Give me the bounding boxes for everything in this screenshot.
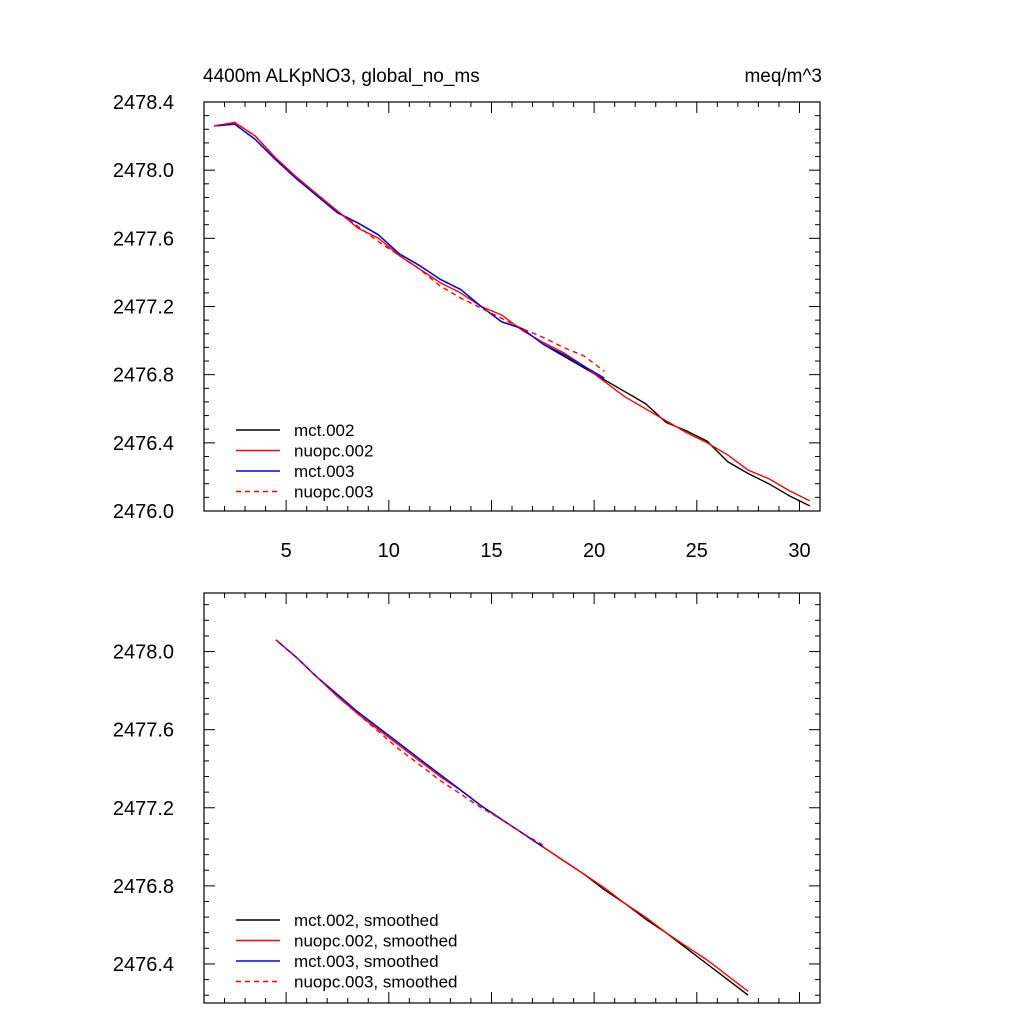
y-tick-label: 2478.4 — [113, 92, 174, 114]
series-line-nuopc-003 — [214, 121, 605, 372]
legend-label: mct.003 — [294, 462, 354, 481]
chart-title-right-units: meq/m^3 — [744, 66, 822, 87]
top-chart-frame — [203, 101, 821, 512]
series-line-nuopc-002 — [214, 121, 811, 502]
series-line-mct-003-smoothed — [275, 639, 544, 848]
y-tick-label: 2478.0 — [113, 642, 174, 664]
y-tick-label: 2477.6 — [113, 720, 174, 742]
bottom-chart-series — [275, 639, 749, 996]
series-line-mct-003 — [214, 123, 605, 379]
bottom-chart-legend: mct.002, smoothed nuopc.002, smoothedmct.… — [236, 911, 458, 992]
top-chart-axes: 5 10 15 20 25 30 2476.0 2476.4 2476.8 2477.2 2477.… — [113, 92, 821, 562]
top-line-chart: 4400m ALKpNO3, global_no_ms meq/m^3 5 10 1… — [113, 66, 822, 562]
legend-label: nuopc.002, smoothed — [294, 932, 458, 951]
legend-label: nuopc.002 — [294, 442, 373, 461]
x-tick-label: 10 — [378, 540, 400, 562]
x-tick-label: 20 — [583, 540, 605, 562]
x-tick-label: 30 — [788, 540, 810, 562]
bottom-line-chart: 2476.4 2476.8 2477.2 2477.6 2478.0 mct.002, … — [113, 592, 821, 1004]
x-tick-label: 5 — [281, 540, 292, 562]
legend-label: mct.003, smoothed — [294, 952, 439, 971]
top-chart-series — [214, 121, 811, 507]
y-tick-label: 2476.8 — [113, 876, 174, 898]
legend-label: mct.002, smoothed — [294, 911, 439, 930]
y-tick-label: 2477.2 — [113, 297, 174, 319]
y-tick-label: 2478.0 — [113, 160, 174, 182]
y-tick-label: 2476.4 — [113, 954, 174, 976]
y-tick-label: 2477.6 — [113, 228, 174, 250]
legend-label: nuopc.003, smoothed — [294, 973, 458, 992]
legend-label: nuopc.003 — [294, 483, 373, 502]
y-tick-label: 2476.4 — [113, 433, 174, 455]
y-tick-label: 2477.2 — [113, 798, 174, 820]
x-tick-label: 25 — [686, 540, 708, 562]
bottom-chart-frame — [203, 592, 821, 1004]
y-tick-label: 2476.8 — [113, 365, 174, 387]
legend-label: mct.002 — [294, 421, 354, 440]
chart-title-left: 4400m ALKpNO3, global_no_ms — [203, 66, 480, 87]
x-tick-label: 15 — [480, 540, 502, 562]
y-tick-label: 2476.0 — [113, 501, 174, 523]
